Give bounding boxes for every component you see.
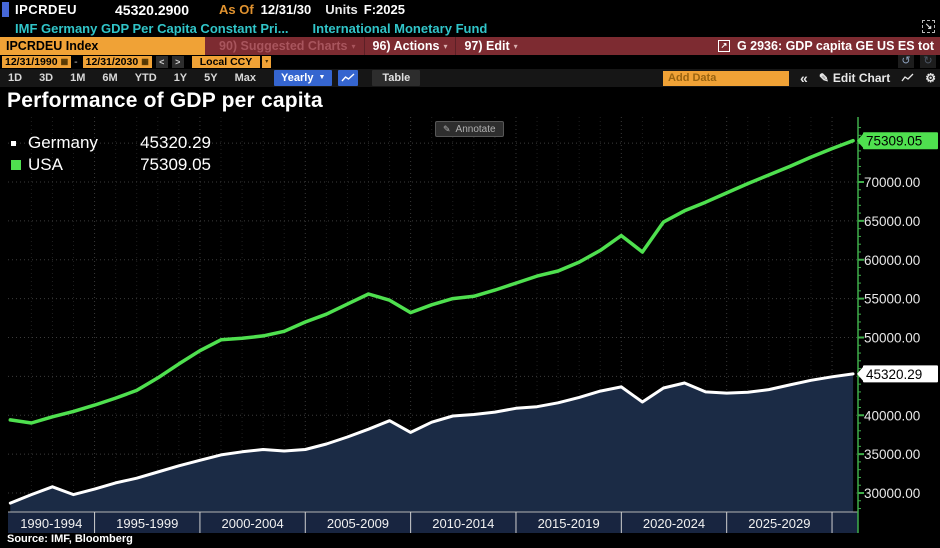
period-button-3d[interactable]: 3D [39, 72, 54, 84]
svg-text:60000.00: 60000.00 [864, 253, 920, 268]
chart-title: Performance of GDP per capita [7, 89, 323, 112]
data-source-name: International Monetary Fund [312, 20, 488, 36]
date-range-dash: - [74, 56, 78, 68]
chart-legend: Germany 45320.29 USA 75309.05 [11, 132, 211, 176]
svg-text:55000.00: 55000.00 [864, 292, 920, 307]
svg-text:2000-2004: 2000-2004 [222, 516, 284, 531]
date-range-bar: 12/31/1990 ▦ - 12/31/2030 ▦ < > Local CC… [0, 55, 940, 69]
axis-value-tag [857, 132, 938, 150]
calendar-icon[interactable]: ▦ [141, 57, 149, 66]
edit-chart-button[interactable]: ✎ Edit Chart [818, 71, 891, 85]
end-date-field[interactable]: 12/31/2030 ▦ [82, 56, 152, 68]
svg-text:2015-2019: 2015-2019 [538, 516, 600, 531]
suggested-charts-menu[interactable]: 90) Suggested Charts [219, 39, 348, 53]
add-data-input[interactable] [663, 70, 790, 86]
svg-text:1990-1994: 1990-1994 [20, 516, 82, 531]
legend-item-usa[interactable]: USA 75309.05 [11, 154, 211, 176]
security-description-bar: IMF Germany GDP Per Capita Constant Pri.… [0, 19, 940, 37]
period-button-1d[interactable]: 1D [8, 72, 23, 84]
units-value: F:2025 [363, 2, 405, 17]
annotate-label: Annotate [455, 123, 496, 135]
legend-name: Germany [28, 133, 98, 152]
edit-menu[interactable]: 97) Edit [464, 39, 510, 53]
frequency-value: Yearly [281, 72, 314, 84]
source-attribution: Source: IMF, Bloomberg [7, 533, 133, 545]
currency-selector[interactable]: Local CCY [191, 56, 261, 68]
ticker-symbol: IPCRDEU [15, 2, 78, 17]
security-titlebar: IPCRDEU 45320.2900 As Of 12/31/30 Units … [0, 0, 940, 19]
legend-value: 75309.05 [140, 155, 211, 174]
frequency-dropdown[interactable]: Yearly ▼ [274, 70, 333, 86]
function-ribbon: IPCRDEU Index 90) Suggested Charts ▾ 96)… [0, 37, 940, 55]
period-button-ytd[interactable]: YTD [134, 72, 157, 84]
period-button-5y[interactable]: 5Y [204, 72, 218, 84]
gear-icon[interactable]: ⚙ [925, 71, 936, 85]
security-tag[interactable]: IPCRDEU Index [0, 37, 205, 55]
svg-text:30000.00: 30000.00 [864, 486, 920, 501]
svg-text:75309.05: 75309.05 [866, 134, 922, 149]
chart-id-title[interactable]: G 2936: GDP capita GE US ES tot [736, 39, 934, 53]
chevron-down-icon: ▼ [318, 74, 326, 81]
security-color-square-icon [2, 2, 9, 17]
svg-text:50000.00: 50000.00 [864, 331, 920, 346]
axis-value-tag [857, 365, 938, 383]
currency-dropdown-icon[interactable]: ▾ [262, 56, 272, 68]
shift-range-forward-button[interactable]: > [171, 56, 184, 68]
annotate-button[interactable]: ✎ Annotate [435, 121, 504, 137]
svg-text:1995-1999: 1995-1999 [116, 516, 178, 531]
svg-text:70000.00: 70000.00 [864, 175, 920, 190]
as-of-date: 12/31/30 [260, 2, 312, 17]
units-label: Units [325, 2, 358, 17]
germany-series-marker-icon [11, 141, 28, 146]
svg-text:45320.29: 45320.29 [866, 367, 922, 382]
legend-value: 45320.29 [140, 133, 211, 152]
last-price: 45320.2900 [115, 1, 189, 18]
chevron-down-icon: ▾ [351, 41, 356, 51]
security-description: IMF Germany GDP Per Capita Constant Pri.… [15, 20, 289, 36]
svg-text:35000.00: 35000.00 [864, 447, 920, 462]
edit-chart-label: Edit Chart [832, 71, 891, 85]
table-view-button[interactable]: Table [372, 70, 421, 86]
period-button-max[interactable]: Max [234, 72, 257, 84]
as-of-label: As Of [218, 2, 254, 17]
period-button-1y[interactable]: 1Y [173, 72, 188, 84]
mini-chart-icon [901, 73, 914, 82]
ribbon-divider [363, 37, 365, 55]
calendar-icon[interactable]: ▦ [60, 57, 69, 66]
end-date-value: 12/31/2030 [85, 56, 139, 68]
detach-window-icon[interactable]: ↘ [922, 20, 935, 33]
period-buttons: 1D 3D 1M 6M YTD 1Y 5Y Max [8, 72, 256, 84]
gdp-chart-plot[interactable]: 30000.00 35000.00 40000.00 50000.00 55000.00… [0, 87, 940, 548]
svg-text:2010-2014: 2010-2014 [432, 516, 494, 531]
redo-icon[interactable]: ↻ [920, 55, 936, 68]
chart-toolbar: 1D 3D 1M 6M YTD 1Y 5Y Max Yearly ▼ Table « ✎Edi… [0, 69, 940, 87]
ribbon-divider [455, 37, 457, 55]
legend-name: USA [28, 155, 63, 174]
svg-text:2025-2029: 2025-2029 [748, 516, 810, 531]
usa-series-marker-icon [11, 160, 28, 170]
shift-range-back-button[interactable]: < [155, 56, 168, 68]
chart-settings-icon[interactable] [901, 73, 914, 83]
undo-icon[interactable]: ↺ [898, 55, 914, 68]
svg-text:2020-2024: 2020-2024 [643, 516, 705, 531]
period-button-6m[interactable]: 6M [102, 72, 118, 84]
chart-panel: 30000.00 35000.00 40000.00 50000.00 55000.00… [0, 87, 940, 548]
svg-text:40000.00: 40000.00 [864, 408, 920, 423]
start-date-value: 12/31/1990 [5, 56, 58, 68]
chevron-down-icon: ▾ [513, 41, 518, 51]
legend-item-germany[interactable]: Germany 45320.29 [11, 132, 211, 154]
start-date-field[interactable]: 12/31/1990 ▦ [2, 56, 72, 68]
line-chart-icon [341, 73, 355, 82]
line-chart-type-button[interactable] [338, 70, 359, 86]
svg-text:2005-2009: 2005-2009 [327, 516, 389, 531]
launch-chart-icon[interactable]: ↗ [717, 40, 730, 52]
chevron-down-icon: ▾ [443, 41, 448, 51]
collapse-panel-icon[interactable]: « [800, 70, 808, 86]
pencil-icon: ✎ [443, 123, 451, 134]
actions-menu[interactable]: 96) Actions [372, 39, 440, 53]
period-button-1m[interactable]: 1M [70, 72, 86, 84]
svg-text:65000.00: 65000.00 [864, 214, 920, 229]
